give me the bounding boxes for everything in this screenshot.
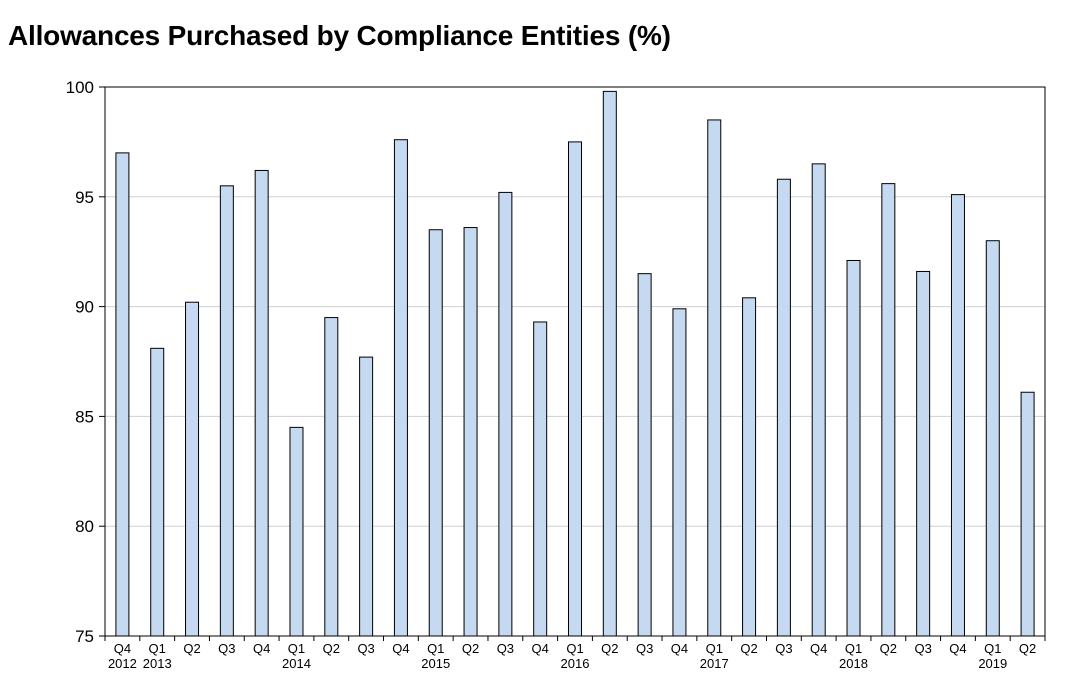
- bar: [637, 273, 652, 637]
- x-year-label: 2014: [282, 656, 311, 671]
- bar: [707, 119, 722, 637]
- bar: [463, 227, 478, 637]
- bar: [150, 347, 165, 637]
- bar: [776, 178, 791, 637]
- x-tick-label: Q4: [114, 641, 131, 656]
- x-tick-label: Q2: [462, 641, 479, 656]
- x-tick-label: Q2: [601, 641, 618, 656]
- bar: [359, 356, 374, 637]
- x-tick-label: Q3: [218, 641, 235, 656]
- y-tick-label: 75: [75, 627, 94, 646]
- x-tick-label: Q2: [880, 641, 897, 656]
- x-tick-label: Q4: [949, 641, 966, 656]
- bar: [742, 297, 757, 637]
- bar: [1020, 391, 1035, 637]
- x-year-label: 2017: [700, 656, 729, 671]
- x-tick-label: Q1: [706, 641, 723, 656]
- bar: [568, 141, 582, 637]
- bar: [428, 229, 443, 637]
- bar: [985, 240, 1000, 637]
- x-tick-label: Q4: [253, 641, 270, 656]
- x-tick-label: Q3: [775, 641, 792, 656]
- x-year-label: 2016: [561, 656, 590, 671]
- x-tick-label: Q4: [671, 641, 688, 656]
- x-year-label: 2015: [421, 656, 450, 671]
- x-tick-label: Q3: [497, 641, 514, 656]
- y-tick-label: 85: [75, 407, 94, 426]
- x-tick-label: Q1: [288, 641, 305, 656]
- bar: [811, 163, 826, 637]
- x-tick-label: Q4: [532, 641, 549, 656]
- bar: [881, 183, 896, 637]
- x-tick-label: Q3: [914, 641, 931, 656]
- y-tick-label: 90: [75, 298, 94, 317]
- bar: [916, 270, 931, 637]
- bars: [115, 90, 1035, 637]
- bar: [393, 139, 408, 637]
- bar: [185, 301, 200, 637]
- x-tick-label: Q2: [183, 641, 200, 656]
- bar: [324, 317, 339, 637]
- y-tick-label: 80: [75, 517, 94, 536]
- x-tick-label: Q2: [740, 641, 757, 656]
- x-tick-label: Q3: [357, 641, 374, 656]
- x-tick-label: Q1: [845, 641, 862, 656]
- x-year-label: 2013: [143, 656, 172, 671]
- axes: 75 80 85 90 95 100 Q4 Q1 Q2 Q3 Q4 Q1 Q2 Q3 Q4 Q1 Q2 Q3 Q4 Q…: [66, 78, 1046, 671]
- x-tick-label: Q4: [810, 641, 827, 656]
- y-tick-label: 95: [75, 188, 94, 207]
- x-tick-label: Q2: [1019, 641, 1036, 656]
- x-tick-label: Q2: [323, 641, 340, 656]
- x-tick-label: Q1: [566, 641, 583, 656]
- bar: [602, 90, 617, 637]
- x-year-label: 2019: [978, 656, 1007, 671]
- x-tick-label: Q1: [427, 641, 444, 656]
- plot-area-border: [104, 86, 1046, 637]
- x-tick-label: Q1: [149, 641, 166, 656]
- x-tick-label: Q3: [636, 641, 653, 656]
- x-year-label: 2012: [108, 656, 137, 671]
- bar: [289, 426, 304, 637]
- x-year-label: 2018: [839, 656, 868, 671]
- chart-title: Allowances Purchased by Compliance Entit…: [8, 20, 671, 51]
- y-tick-label: 100: [66, 78, 94, 97]
- bar: [498, 191, 513, 637]
- bar: [672, 308, 687, 637]
- bar: [950, 194, 965, 637]
- bar: [254, 169, 269, 637]
- bar: [219, 185, 234, 637]
- bar: [846, 259, 861, 637]
- x-tick-label: Q4: [392, 641, 409, 656]
- bar: [115, 152, 130, 637]
- bar: [533, 321, 548, 637]
- x-tick-label: Q1: [984, 641, 1001, 656]
